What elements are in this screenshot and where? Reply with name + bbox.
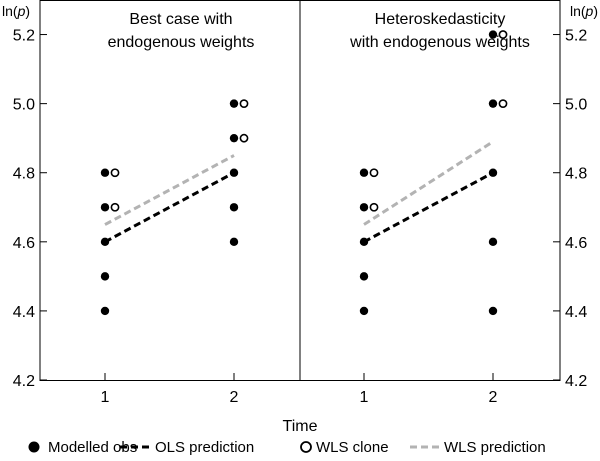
modelled-obs-point (359, 168, 369, 177)
legend-item-wls_line: WLS prediction (410, 439, 546, 456)
panel-title-best-case: endogenous weights (108, 34, 255, 51)
wls-clone-point (239, 133, 249, 143)
wls-prediction-line (104, 154, 235, 226)
legend-label: OLS prediction (155, 439, 254, 456)
y-tick-label-left: 5.2 (13, 28, 35, 45)
modelled-obs-point (359, 203, 369, 212)
legend-label: WLS clone (316, 439, 389, 456)
legend: Modelled obs OLS prediction WLS clone WLS p… (28, 439, 546, 456)
y-axes: 4.2 4.2 4.4 4.4 4.6 4.6 4.8 4.8 5.0 5.0 5.2 5.2 ln(p… (2, 3, 598, 390)
modelled-obs-point (100, 168, 110, 177)
modelled-obs-point (100, 306, 110, 316)
modelled-obs-point (488, 237, 498, 247)
y-tick-label-right: 4.2 (565, 373, 587, 390)
legend-marker-filled-circle (28, 441, 40, 453)
y-tick-label-right: 4.8 (565, 166, 587, 183)
y-tick-label-left: 5.0 (13, 97, 35, 114)
legend-item-modelled: Modelled obs (28, 439, 137, 456)
modelled-obs-point (359, 272, 369, 281)
modelled-obs-point (488, 168, 498, 177)
chart-frame (39, 0, 561, 381)
x-axis-title: Time (283, 418, 318, 435)
legend-label: WLS prediction (444, 439, 546, 456)
wls-clone-point (369, 202, 379, 212)
wls-clone-point (498, 99, 508, 109)
panel-title-heteroskedasticity: Heteroskedasticity (375, 11, 506, 28)
x-tick-label: 2 (230, 389, 239, 406)
y-tick-label-right: 4.4 (565, 304, 587, 321)
modelled-obs-point (229, 168, 239, 177)
modelled-obs-point (100, 203, 110, 212)
panel-titles: Best case with endogenous weights Heterosk… (108, 11, 530, 51)
legend-label: Modelled obs (48, 439, 137, 456)
panel-best-case (100, 99, 249, 316)
x-axis: 1 2 1 2 Time (101, 373, 498, 435)
x-tick-label: 2 (489, 389, 498, 406)
ols-prediction-line (363, 171, 494, 244)
wls-clone-point (239, 99, 249, 109)
wls-clone-point (110, 168, 120, 178)
y-tick-label-right: 5.2 (565, 28, 587, 45)
y-tick-label-right: 5.0 (565, 97, 587, 114)
y-axis-label-left: ln(p) (2, 3, 30, 19)
modelled-obs-point (229, 133, 239, 143)
series (100, 30, 508, 316)
modelled-obs-point (488, 30, 498, 39)
modelled-obs-point (229, 99, 239, 108)
legend-item-ols: OLS prediction (120, 439, 254, 456)
modelled-obs-point (229, 203, 239, 212)
modelled-obs-point (488, 306, 498, 316)
modelled-obs-point (359, 237, 369, 247)
wls-clone-point (369, 168, 379, 178)
y-tick-label-left: 4.4 (13, 304, 35, 321)
legend-item-wls_clone: WLS clone (300, 439, 389, 456)
modelled-obs-point (488, 99, 498, 108)
y-tick-label-left: 4.8 (13, 166, 35, 183)
y-tick-label-left: 4.2 (13, 373, 35, 390)
panel-title-heteroskedasticity: with endogenous weights (349, 34, 530, 51)
wls-clone-point (498, 30, 508, 39)
modelled-obs-point (359, 306, 369, 316)
legend-marker-open-circle (300, 441, 312, 453)
panel-title-best-case: Best case with (129, 11, 232, 28)
x-tick-label: 1 (360, 389, 369, 406)
modelled-obs-point (229, 237, 239, 247)
modelled-obs-point (100, 272, 110, 281)
wls-prediction-line (363, 140, 494, 226)
panel-heteroskedasticity (359, 30, 508, 316)
y-tick-label-left: 4.6 (13, 235, 35, 252)
ols-prediction-line (104, 171, 235, 244)
x-tick-label: 1 (101, 389, 110, 406)
y-tick-label-right: 4.6 (565, 235, 587, 252)
modelled-obs-point (100, 237, 110, 247)
y-axis-label-right: ln(p) (570, 3, 598, 19)
wls-clone-point (110, 202, 120, 212)
